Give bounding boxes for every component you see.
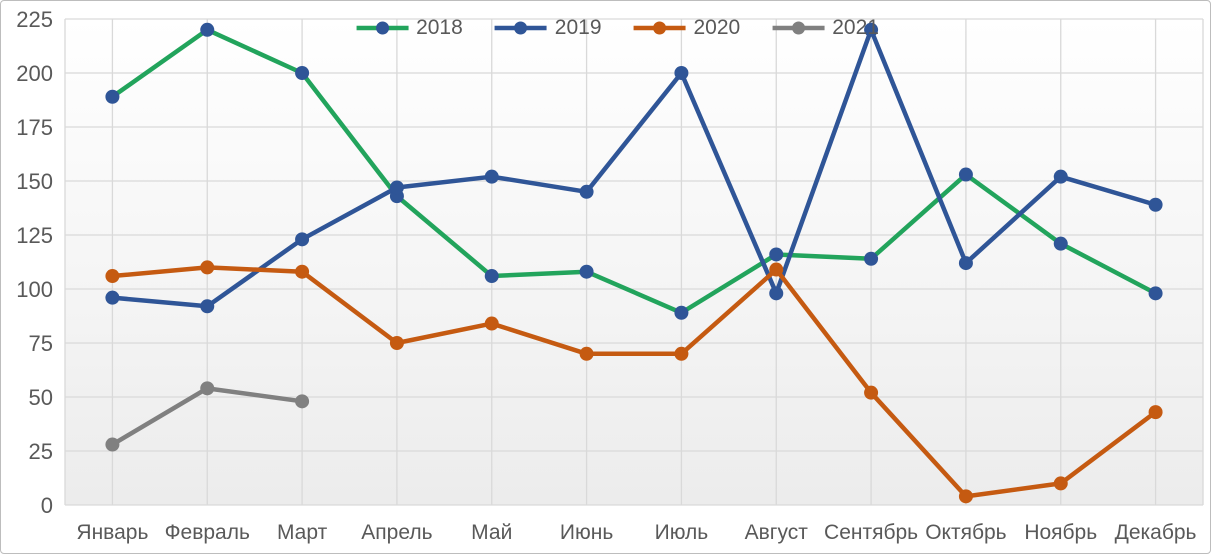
series-2018-marker <box>864 251 879 266</box>
series-2018-marker <box>1148 286 1163 301</box>
legend-label: 2018 <box>416 16 463 39</box>
legend-item-2019: 2019 <box>493 17 602 38</box>
y-axis-tick-label: 175 <box>16 115 53 140</box>
series-2021-marker <box>200 381 215 396</box>
series-2018-marker <box>958 167 973 182</box>
legend-label: 2019 <box>554 16 602 39</box>
series-2018-marker <box>1053 236 1068 251</box>
series-2019-marker <box>674 66 689 80</box>
y-axis-tick-label: 25 <box>29 439 53 464</box>
series-2020-marker <box>200 260 215 275</box>
series-2019-marker <box>295 232 310 247</box>
series-2019-marker <box>105 290 120 305</box>
x-axis-tick-label: Июль <box>655 521 709 544</box>
series-2020-marker <box>674 346 689 361</box>
series-2018-marker <box>200 22 215 37</box>
series-2018-marker <box>579 264 594 279</box>
series-2020-marker <box>1148 405 1163 420</box>
x-axis-tick-label: Ноябрь <box>1024 521 1097 544</box>
series-2019-marker <box>864 22 879 37</box>
series-2018-marker <box>674 305 689 320</box>
series-2020-marker <box>295 264 310 279</box>
x-axis-tick-label: Январь <box>76 521 148 544</box>
y-axis-tick-label: 225 <box>16 7 53 32</box>
series-2019-marker <box>769 286 784 301</box>
x-axis-tick-label: Октябрь <box>925 521 1006 544</box>
series-2019-marker <box>1053 169 1068 184</box>
y-axis-tick-label: 50 <box>29 385 53 410</box>
chart-legend: 2018 2019 2020 2021 <box>354 17 879 38</box>
series-2018-marker <box>769 247 784 262</box>
x-axis-tick-label: Февраль <box>165 521 250 544</box>
y-axis-tick-label: 0 <box>41 493 53 518</box>
series-2019-marker <box>200 299 215 314</box>
legend-marker-icon <box>772 21 825 34</box>
series-2019-marker <box>958 256 973 271</box>
series-2019-marker <box>1148 197 1163 212</box>
series-2019-marker <box>579 184 594 199</box>
x-axis-tick-label: Апрель <box>361 521 432 544</box>
series-2018-marker <box>295 66 310 80</box>
legend-item-2020: 2020 <box>632 16 741 39</box>
legend-item-2021: 2021 <box>770 17 879 38</box>
y-axis-tick-label: 150 <box>16 169 53 194</box>
x-axis-tick-label: Июнь <box>560 521 613 544</box>
series-2019-line <box>110 27 1158 309</box>
series-2021-marker <box>105 437 120 452</box>
x-axis-tick-label: Август <box>745 521 809 544</box>
series-2020-marker <box>579 346 594 361</box>
legend-marker-icon <box>356 21 409 34</box>
legend-marker-icon <box>633 21 686 34</box>
series-2020-marker <box>769 262 784 277</box>
series-2020-marker <box>1053 476 1068 491</box>
y-axis-tick-label: 100 <box>16 277 53 302</box>
series-2020-line <box>110 265 1158 499</box>
y-axis-tick-label: 200 <box>16 61 53 86</box>
x-axis-tick-label: Март <box>277 521 328 544</box>
legend-label: 2021 <box>832 16 879 39</box>
series-2019-marker <box>389 180 404 195</box>
series-2018-line <box>110 27 1158 316</box>
series-2020-marker <box>105 269 120 284</box>
legend-item-2018: 2018 <box>354 17 463 38</box>
y-axis-tick-label: 75 <box>29 331 53 356</box>
series-2018-marker <box>484 269 499 284</box>
x-axis-tick-label: Май <box>471 521 512 544</box>
y-axis-tick-label: 125 <box>16 223 53 248</box>
x-axis-tick-label: Декабрь <box>1115 521 1197 544</box>
series-2020-marker <box>864 385 879 400</box>
x-axis-tick-label: Сентябрь <box>824 521 918 544</box>
series-2019-marker <box>484 169 499 184</box>
series-2020-marker <box>484 316 499 331</box>
series-2020-marker <box>958 489 973 504</box>
plot-area <box>65 19 1203 505</box>
series-2020-marker <box>389 336 404 350</box>
series-2018-marker <box>105 89 120 104</box>
series-2021-marker <box>295 394 310 409</box>
legend-marker-icon <box>494 21 547 34</box>
legend-label: 2020 <box>693 16 741 39</box>
